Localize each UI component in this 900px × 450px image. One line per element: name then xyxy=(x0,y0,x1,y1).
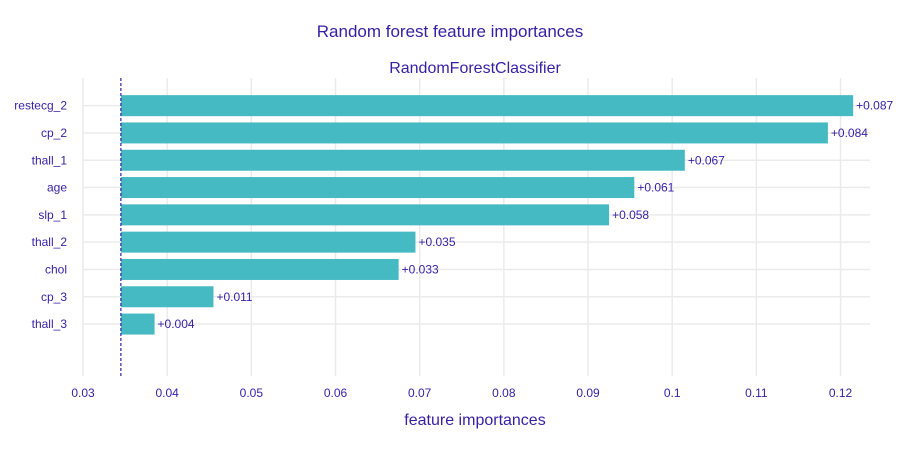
bar-value-label: +0.035 xyxy=(418,235,455,249)
y-tick-label: chol xyxy=(45,262,67,276)
x-axis-ticks: 0.03 0.04 0.05 0.06 0.07 0.08 0.09 0.1 0.11 0.12 xyxy=(71,386,852,400)
bar-chol xyxy=(120,258,399,280)
x-tick-label: 0.1 xyxy=(664,386,681,400)
x-tick-label: 0.07 xyxy=(408,386,432,400)
y-tick-label: thall_1 xyxy=(32,153,68,167)
bar-cp_3 xyxy=(120,286,214,308)
bar-value-label: +0.033 xyxy=(402,262,439,276)
chart-title: Random forest feature importances xyxy=(316,22,584,41)
bar-thall_1 xyxy=(120,149,685,171)
x-tick-label: 0.05 xyxy=(240,386,264,400)
y-tick-label: restecg_2 xyxy=(14,99,67,113)
bar-value-label: +0.084 xyxy=(831,126,868,140)
x-tick-label: 0.11 xyxy=(745,386,768,400)
y-tick-label: thall_3 xyxy=(32,317,68,331)
bar-thall_3 xyxy=(120,313,155,335)
x-tick-label: 0.09 xyxy=(576,386,600,400)
y-tick-label: cp_3 xyxy=(41,290,67,304)
x-tick-label: 0.12 xyxy=(829,386,853,400)
x-tick-label: 0.08 xyxy=(492,386,516,400)
bar-thall_2 xyxy=(120,231,416,253)
y-tick-label: slp_1 xyxy=(38,208,67,222)
bar-cp_2 xyxy=(120,122,828,144)
bar-value-label: +0.011 xyxy=(216,290,252,304)
bar-slp_1 xyxy=(120,204,610,226)
x-tick-label: 0.06 xyxy=(324,386,348,400)
x-tick-label: 0.03 xyxy=(71,386,95,400)
x-tick-label: 0.04 xyxy=(155,386,179,400)
y-tick-label: cp_2 xyxy=(41,126,67,140)
bars-group: +0.087 +0.084 +0.067 +0.061 +0.058 +0.035 +0.0… xyxy=(120,95,894,335)
bar-value-label: +0.058 xyxy=(612,208,649,222)
bar-age xyxy=(120,177,635,199)
x-axis-title: feature importances xyxy=(404,412,545,429)
bar-restecg_2 xyxy=(120,95,854,117)
bar-value-label: +0.067 xyxy=(688,153,725,167)
bar-value-label: +0.087 xyxy=(856,99,893,113)
chart-subtitle: RandomForestClassifier xyxy=(389,60,561,77)
bar-value-label: +0.061 xyxy=(637,181,674,195)
y-tick-label: age xyxy=(47,181,67,195)
bar-value-label: +0.004 xyxy=(158,317,195,331)
y-tick-label: thall_2 xyxy=(32,235,68,249)
